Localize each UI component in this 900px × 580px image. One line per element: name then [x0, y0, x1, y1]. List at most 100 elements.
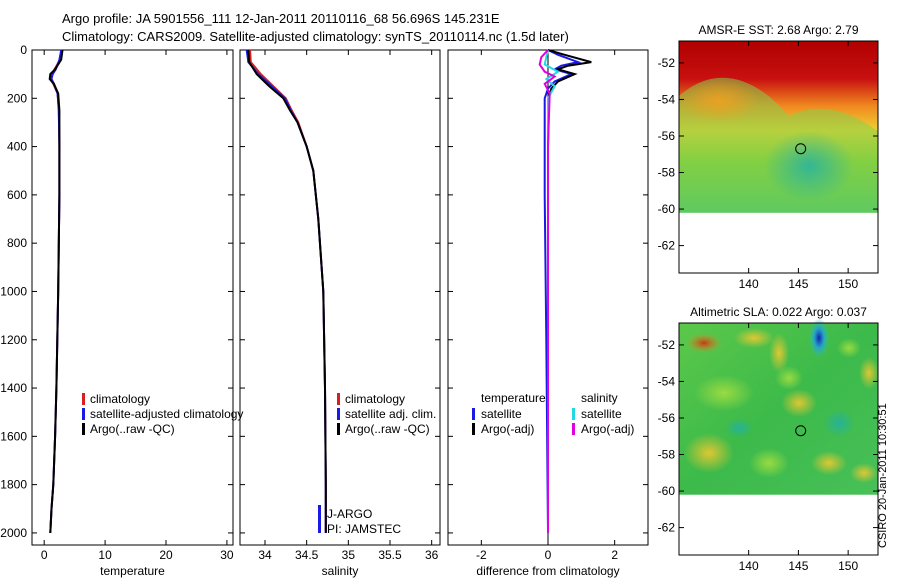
chart-5-field-anomaly — [837, 338, 861, 358]
chart-3-legend-temp-title: temperature — [481, 391, 546, 405]
chart-5-xtick-label: 150 — [838, 559, 858, 573]
chart-5-field-anomaly — [781, 389, 817, 417]
chart-1-ytick-label: 1400 — [0, 381, 27, 395]
chart-2-legend-label: climatology — [345, 392, 405, 406]
chart-5-field — [679, 318, 879, 495]
chart-3-legend-temp-swatch — [472, 423, 475, 435]
chart-4-ytick-label: -58 — [658, 166, 676, 180]
chart-5-field-anomaly — [769, 333, 789, 373]
chart-1-xtick-label: 30 — [220, 548, 234, 562]
chart-5-field-anomaly — [850, 463, 878, 483]
chart-2-series-argo — [247, 49, 327, 533]
chart-1-series-argo — [48, 49, 64, 533]
chart-3-xlabel: difference from climatology — [476, 564, 619, 578]
chart-5-field-anomaly — [686, 333, 722, 353]
chart-5-argo-location-marker — [795, 425, 807, 437]
chart-1-xlabel: temperature — [100, 564, 165, 578]
chart-1-legend-swatch — [82, 408, 85, 420]
chart-1-legend-label: satellite-adjusted climatology — [90, 407, 243, 421]
chart-1-ytick-label: 1800 — [0, 478, 27, 492]
chart-5-field-anomaly — [811, 451, 847, 475]
figure-title-line1: Argo profile: JA 5901556_111 12-Jan-2011… — [62, 11, 500, 26]
chart-2-legend-label: Argo(..raw -QC) — [345, 422, 430, 436]
chart-3-legend-temp-label: Argo(-adj) — [481, 422, 534, 436]
chart-1-legend-swatch — [82, 393, 85, 405]
chart-5-xtick-label: 145 — [788, 559, 808, 573]
timestamp-stamp: CSIRO 20-Jan-2011 10:30:51 — [877, 403, 889, 548]
chart-4-argo-location-marker — [795, 143, 807, 155]
chart-5-ytick-label: -60 — [658, 484, 676, 498]
chart-1-ytick-label: 2000 — [0, 526, 27, 540]
chart-2-legend-swatch — [337, 393, 340, 405]
figure-title-line2: Climatology: CARS2009. Satellite-adjuste… — [62, 29, 569, 44]
chart-3-legend-sal-swatch — [572, 423, 575, 435]
chart-5-ytick-label: -52 — [658, 338, 676, 352]
chart-4-xtick-label: 140 — [739, 277, 759, 291]
chart-4-ytick-label: -56 — [658, 129, 676, 143]
chart-5-field-anomaly — [809, 318, 829, 358]
chart-2-xtick-label: 36 — [425, 548, 439, 562]
chart-4-field-warm — [679, 79, 759, 123]
chart-5-ytick-label: -56 — [658, 411, 676, 425]
chart-5-field-anomaly — [823, 409, 855, 437]
chart-4-field-cold — [764, 131, 854, 201]
chart-5-field-anomaly — [725, 418, 753, 438]
chart-3-legend-sal-label: Argo(-adj) — [581, 422, 634, 436]
chart-3-series-temperature-satellite — [543, 49, 582, 533]
chart-2-legend-swatch — [337, 408, 340, 420]
chart-3-series-salinity-argo-adj- — [538, 49, 557, 533]
chart-3-legend-temp-label: satellite — [481, 407, 522, 421]
chart-1-frame — [31, 49, 234, 546]
chart-2-legend-swatch — [337, 423, 340, 435]
chart-5-ytick-label: -62 — [658, 521, 676, 535]
chart-1-ytick-label: 800 — [7, 236, 27, 250]
chart-5-field-anomaly — [749, 448, 789, 478]
chart-1-ytick-label: 1000 — [0, 284, 27, 298]
chart-4-ytick-label: -54 — [658, 92, 676, 106]
chart-3-legend-sal-title: salinity — [581, 391, 618, 405]
chart-1-legend-label: Argo(..raw -QC) — [90, 422, 175, 436]
chart-2-xtick-label: 35.5 — [378, 548, 402, 562]
chart-4-title: AMSR-E SST: 2.68 Argo: 2.79 — [698, 23, 858, 37]
chart-5-field-anomaly — [859, 357, 879, 389]
chart-2-xtick-label: 35 — [342, 548, 356, 562]
chart-1-ytick-label: 400 — [7, 140, 27, 154]
chart-5-field-anomaly — [684, 433, 734, 473]
chart-1-legend-swatch — [82, 423, 85, 435]
chart-5-ytick-label: -54 — [658, 374, 676, 388]
chart-3-xtick-label: 0 — [545, 548, 552, 562]
chart-5-ytick-label: -58 — [658, 448, 676, 462]
chart-3-legend-sal-label: satellite — [581, 407, 622, 421]
chart-5-field-anomaly — [734, 328, 774, 348]
chart-2-frame — [239, 49, 441, 546]
chart-1-xtick-label: 0 — [41, 548, 48, 562]
chart-4-xtick-label: 145 — [788, 277, 808, 291]
chart-5-field-anomaly — [775, 366, 803, 390]
chart-2-xtick-label: 34 — [258, 548, 272, 562]
chart-5-field-anomaly — [694, 375, 754, 411]
chart-1-xtick-label: 20 — [159, 548, 173, 562]
chart-2-annotation-marker — [318, 505, 321, 533]
chart-2-annotation-jargo: J-ARGO — [327, 507, 372, 521]
chart-5-xtick-label: 140 — [739, 559, 759, 573]
chart-1-ytick-label: 1600 — [0, 429, 27, 443]
chart-1-ytick-label: 600 — [7, 188, 27, 202]
chart-1-ytick-label: 1200 — [0, 333, 27, 347]
chart-2-legend-label: satellite adj. clim. — [345, 407, 436, 421]
chart-5-title: Altimetric SLA: 0.022 Argo: 0.037 — [690, 305, 867, 319]
chart-2-annotation-pi: PI: JAMSTEC — [327, 522, 401, 536]
chart-4-ytick-label: -62 — [658, 239, 676, 253]
chart-4-field — [679, 41, 878, 213]
chart-4-ytick-label: -52 — [658, 56, 676, 70]
chart-2-xlabel: salinity — [322, 564, 359, 578]
chart-1-ytick-label: 0 — [20, 43, 27, 57]
chart-4-frame — [678, 40, 879, 274]
chart-1-legend-label: climatology — [90, 392, 150, 406]
chart-4-xtick-label: 150 — [838, 277, 858, 291]
chart-5-frame — [678, 322, 879, 556]
chart-3-xtick-label: -2 — [476, 548, 487, 562]
chart-4-ytick-label: -60 — [658, 202, 676, 216]
chart-1-ytick-label: 200 — [7, 91, 27, 105]
chart-3-legend-temp-swatch — [472, 408, 475, 420]
